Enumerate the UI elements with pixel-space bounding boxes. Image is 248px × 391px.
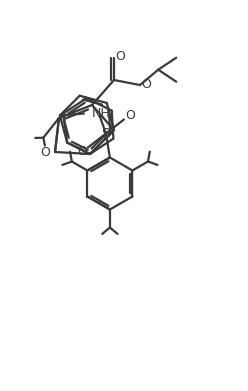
Text: O: O bbox=[125, 109, 135, 122]
Text: O: O bbox=[115, 50, 125, 63]
Text: S: S bbox=[101, 127, 110, 140]
Text: NH: NH bbox=[92, 107, 111, 120]
Text: O: O bbox=[40, 145, 50, 158]
Text: O: O bbox=[141, 77, 151, 90]
Text: O: O bbox=[77, 145, 87, 158]
